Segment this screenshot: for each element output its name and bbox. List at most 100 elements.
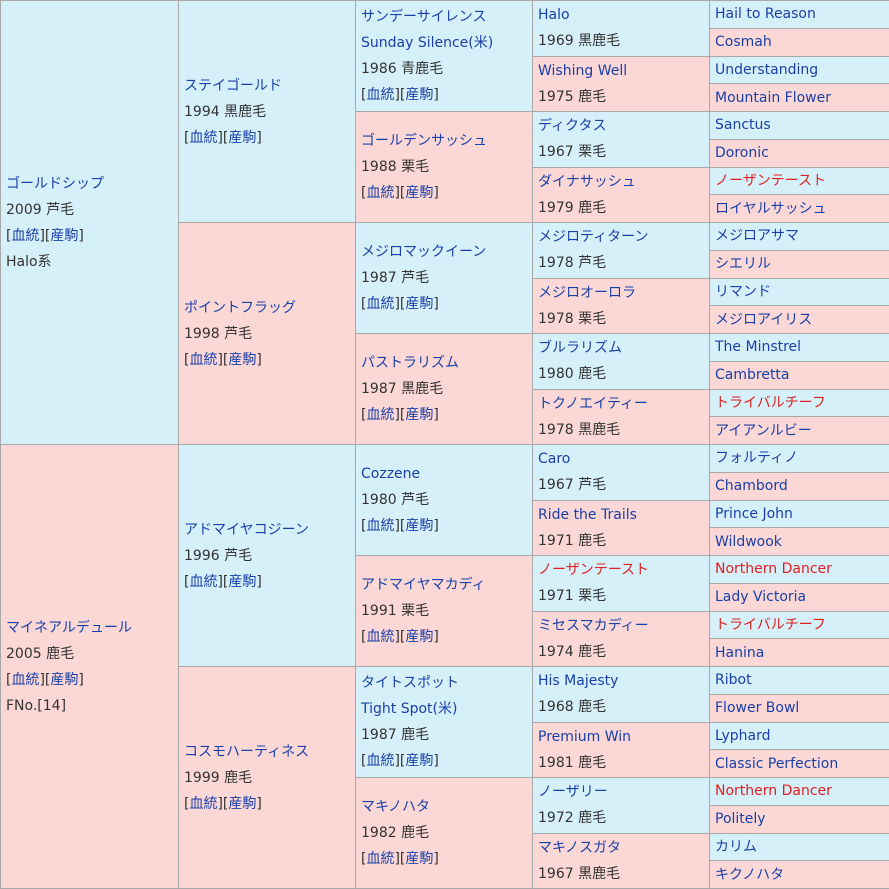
- horse-name-link[interactable]: Ribot: [715, 672, 752, 689]
- horse-name-link[interactable]: ディクタス: [538, 118, 607, 135]
- horse-name-link[interactable]: コスモハーティネス: [184, 743, 310, 760]
- horse-name-link[interactable]: アドマイヤマカディ: [361, 577, 486, 593]
- horse-name-link[interactable]: ステイゴールド: [184, 77, 282, 94]
- pedigree-link[interactable]: 血統: [366, 185, 395, 201]
- horse-name-link[interactable]: タイトスポット: [361, 675, 459, 691]
- ancestor-gen5-3: Understanding: [709, 55, 889, 85]
- horse-name-link[interactable]: パストラリズム: [361, 355, 459, 371]
- horse-name-link[interactable]: Northern Dancer: [715, 561, 832, 578]
- horse-name-link[interactable]: Doronic: [715, 145, 769, 162]
- horse-name-link[interactable]: リマンド: [715, 283, 771, 300]
- horse-name-link[interactable]: ゴールドシップ: [6, 175, 104, 192]
- horse-name-link[interactable]: メジロアサマ: [715, 228, 799, 245]
- produce-link[interactable]: 産駒: [405, 185, 434, 201]
- pedigree-link[interactable]: 血統: [189, 573, 218, 590]
- produce-link[interactable]: 産駒: [50, 671, 79, 688]
- produce-link[interactable]: 産駒: [228, 795, 257, 812]
- horse-name-link[interactable]: ノーザリー: [538, 784, 608, 801]
- pedigree-link[interactable]: 血統: [366, 87, 395, 103]
- bracket-open: [: [361, 629, 367, 645]
- horse-name-link[interactable]: メジロアイリス: [715, 311, 813, 328]
- horse-name-link[interactable]: フォルティノ: [715, 450, 799, 467]
- pedigree-link[interactable]: 血統: [189, 795, 218, 812]
- bracket-open: [: [184, 129, 190, 146]
- horse-name-link[interactable]: Hanina: [715, 644, 765, 661]
- horse-name-link[interactable]: マキノスガタ: [538, 839, 622, 856]
- horse-name-link[interactable]: Cozzene: [361, 466, 421, 482]
- horse-name-link[interactable]: Mountain Flower: [715, 89, 831, 106]
- horse-name-link[interactable]: マイネアルデュール: [6, 619, 132, 636]
- cell-line: Ride the Trails: [538, 502, 704, 528]
- horse-name-link[interactable]: Politely: [715, 811, 766, 828]
- produce-link[interactable]: 産駒: [405, 407, 434, 423]
- pedigree-link[interactable]: 血統: [366, 851, 395, 867]
- horse-name-link[interactable]: ノーザンテースト: [715, 172, 827, 189]
- horse-name-link[interactable]: カリム: [715, 838, 757, 855]
- pedigree-link[interactable]: 血統: [366, 629, 395, 645]
- horse-name-link[interactable]: Sanctus: [715, 117, 771, 134]
- produce-link[interactable]: 産駒: [405, 518, 434, 534]
- horse-name-link[interactable]: トライバルチーフ: [715, 616, 826, 633]
- horse-name-link[interactable]: Cosmah: [715, 34, 772, 51]
- ancestor-gen5-32: キクノハタ: [709, 860, 889, 889]
- produce-link[interactable]: 産駒: [405, 753, 434, 769]
- table-row: ロイヤルサッシュ: [1, 194, 889, 223]
- horse-name-link[interactable]: Lyphard: [715, 727, 771, 744]
- pedigree-link[interactable]: 血統: [11, 671, 40, 688]
- horse-name-link[interactable]: Chambord: [715, 478, 788, 495]
- horse-name-link[interactable]: キクノハタ: [715, 866, 785, 883]
- produce-link[interactable]: 産駒: [405, 87, 434, 103]
- produce-link[interactable]: 産駒: [50, 227, 79, 244]
- horse-name-link[interactable]: Wishing Well: [538, 62, 628, 79]
- horse-name-link[interactable]: Understanding: [715, 61, 819, 78]
- horse-original-name-link[interactable]: Tight Spot(米): [361, 701, 458, 717]
- pedigree-link[interactable]: 血統: [366, 753, 395, 769]
- horse-name-link[interactable]: アドマイヤコジーン: [184, 521, 309, 538]
- horse-name-link[interactable]: メジロオーロラ: [538, 284, 636, 301]
- pedigree-link[interactable]: 血統: [366, 407, 395, 423]
- horse-name-link[interactable]: ミセスマカディー: [538, 617, 649, 634]
- produce-link[interactable]: 産駒: [228, 129, 257, 146]
- produce-link[interactable]: 産駒: [405, 851, 434, 867]
- pedigree-link[interactable]: 血統: [366, 296, 395, 312]
- produce-link[interactable]: 産駒: [228, 351, 257, 368]
- horse-name-link[interactable]: His Majesty: [538, 673, 619, 690]
- horse-name-link[interactable]: Ride the Trails: [538, 506, 637, 523]
- horse-name-link[interactable]: Lady Victoria: [715, 589, 807, 606]
- pedigree-link[interactable]: 血統: [11, 227, 40, 244]
- horse-name-link[interactable]: ダイナサッシュ: [538, 173, 636, 190]
- horse-name-link[interactable]: The Minstrel: [715, 339, 802, 356]
- horse-name-link[interactable]: トライバルチーフ: [715, 394, 826, 411]
- horse-name-link[interactable]: Prince John: [715, 505, 793, 522]
- horse-name-link[interactable]: Northern Dancer: [715, 783, 832, 800]
- pedigree-link[interactable]: 血統: [366, 518, 395, 534]
- birth-year-color: 1980 鹿毛: [538, 366, 607, 383]
- produce-link[interactable]: 産駒: [228, 573, 257, 590]
- horse-name-link[interactable]: ブルラリズム: [538, 340, 622, 357]
- horse-name-link[interactable]: ゴールデンサッシュ: [361, 133, 487, 149]
- horse-name-link[interactable]: Premium Win: [538, 728, 632, 745]
- horse-name-link[interactable]: ロイヤルサッシュ: [715, 200, 827, 217]
- horse-name-link[interactable]: Wildwook: [715, 533, 782, 550]
- horse-name-link[interactable]: Classic Perfection: [715, 755, 839, 772]
- horse-name-link[interactable]: Halo: [538, 7, 570, 24]
- horse-name-link[interactable]: メジロマックイーン: [361, 244, 487, 260]
- horse-name-link[interactable]: マキノハタ: [361, 799, 431, 815]
- cell-line: [血統][産駒]: [6, 223, 173, 249]
- horse-name-link[interactable]: シエリル: [715, 256, 771, 273]
- horse-name-link[interactable]: サンデーサイレンス: [361, 9, 487, 25]
- pedigree-link[interactable]: 血統: [189, 129, 218, 146]
- horse-name-link[interactable]: Caro: [538, 451, 571, 468]
- horse-name-link[interactable]: ノーザンテースト: [538, 562, 650, 579]
- pedigree-link[interactable]: 血統: [189, 351, 218, 368]
- horse-name-link[interactable]: Flower Bowl: [715, 700, 800, 717]
- produce-link[interactable]: 産駒: [405, 629, 434, 645]
- horse-name-link[interactable]: トクノエイティー: [538, 395, 649, 412]
- horse-name-link[interactable]: ポイントフラッグ: [184, 299, 296, 316]
- horse-original-name-link[interactable]: Sunday Silence(米): [361, 35, 494, 51]
- horse-name-link[interactable]: Cambretta: [715, 367, 790, 384]
- horse-name-link[interactable]: Hail to Reason: [715, 6, 816, 23]
- produce-link[interactable]: 産駒: [405, 296, 434, 312]
- horse-name-link[interactable]: メジロティターン: [538, 229, 649, 246]
- horse-name-link[interactable]: アイアンルビー: [715, 422, 812, 439]
